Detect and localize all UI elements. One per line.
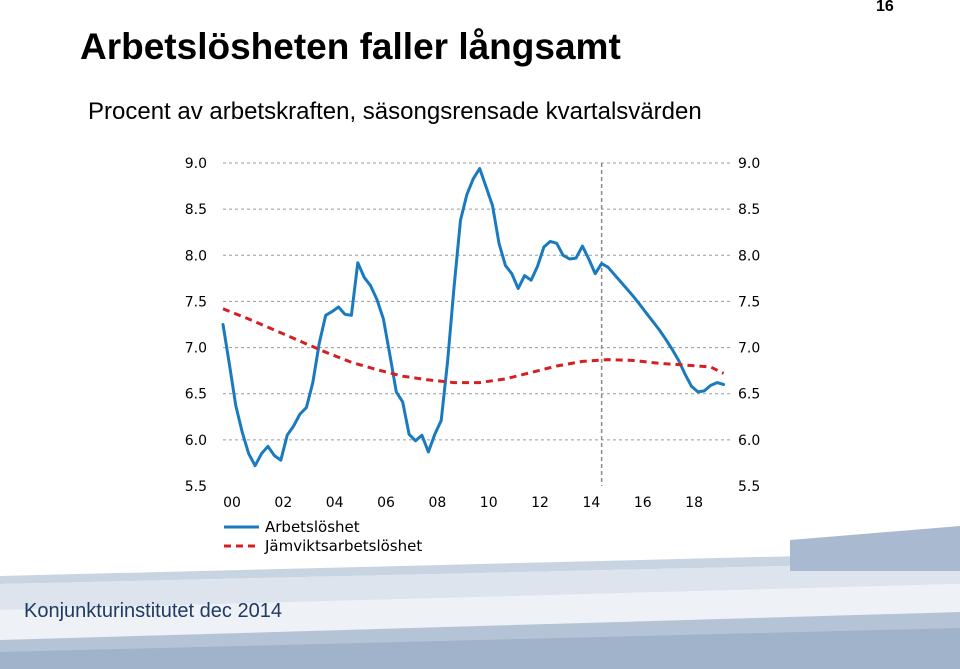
y-axis-right: 9.0 8.5 8.0 7.5 7.0 6.5 6.0 5.5: [738, 156, 760, 495]
y-tick-label-left: 7.0: [185, 341, 207, 357]
y-tick-label-left: 6.5: [185, 387, 207, 403]
series-line-arbetsloshet: [221, 167, 726, 468]
x-tick-label: 08: [428, 495, 446, 511]
y-tick-label-right: 6.0: [738, 433, 760, 449]
x-tick-label: 00: [223, 495, 241, 511]
y-tick-label-left: 8.5: [185, 202, 207, 218]
chart-gridlines: [223, 162, 730, 441]
y-tick-label-left: 7.5: [185, 294, 207, 310]
y-tick-label-right: 7.0: [738, 341, 760, 357]
series-line-jamviktsarbetsloshet: [222, 307, 725, 385]
legend-label: Arbetslöshet: [265, 518, 360, 536]
legend-label: Jämviktsarbetslöshet: [264, 537, 422, 555]
y-tick-label-right: 6.5: [738, 387, 760, 403]
slide-subtitle: Procent av arbetskraften, säsongsrensade…: [88, 98, 702, 125]
x-axis: 00 02 04 06 08 10 12 14 16 18: [223, 495, 703, 511]
x-tick-label: 18: [685, 495, 703, 511]
x-tick-label: 12: [531, 495, 549, 511]
x-tick-label: 16: [634, 495, 652, 511]
y-tick-label-right: 8.0: [738, 248, 760, 264]
y-tick-label-left: 5.5: [185, 479, 207, 495]
y-tick-label-left: 6.0: [185, 433, 207, 449]
page-number: 16: [876, 0, 894, 15]
y-tick-label-left: 8.0: [185, 248, 207, 264]
x-tick-label: 02: [274, 495, 292, 511]
footer-source: Konjunkturinstitutet dec 2014: [24, 600, 282, 622]
footer-decoration-bands: [0, 526, 960, 669]
y-tick-label-left: 9.0: [185, 156, 207, 172]
y-tick-label-right: 7.5: [738, 294, 760, 310]
x-tick-label: 06: [377, 495, 395, 511]
y-tick-label-right: 5.5: [738, 479, 760, 495]
y-tick-label-right: 8.5: [738, 202, 760, 218]
x-tick-label: 04: [326, 495, 344, 511]
x-tick-label: 14: [582, 495, 600, 511]
y-axis-left: 9.0 8.5 8.0 7.5 7.0 6.5 6.0 5.5: [185, 156, 207, 495]
slide-title: Arbetslösheten faller långsamt: [80, 26, 621, 67]
y-tick-label-right: 9.0: [738, 156, 760, 172]
x-tick-label: 10: [480, 495, 498, 511]
chart-series: [221, 167, 726, 468]
